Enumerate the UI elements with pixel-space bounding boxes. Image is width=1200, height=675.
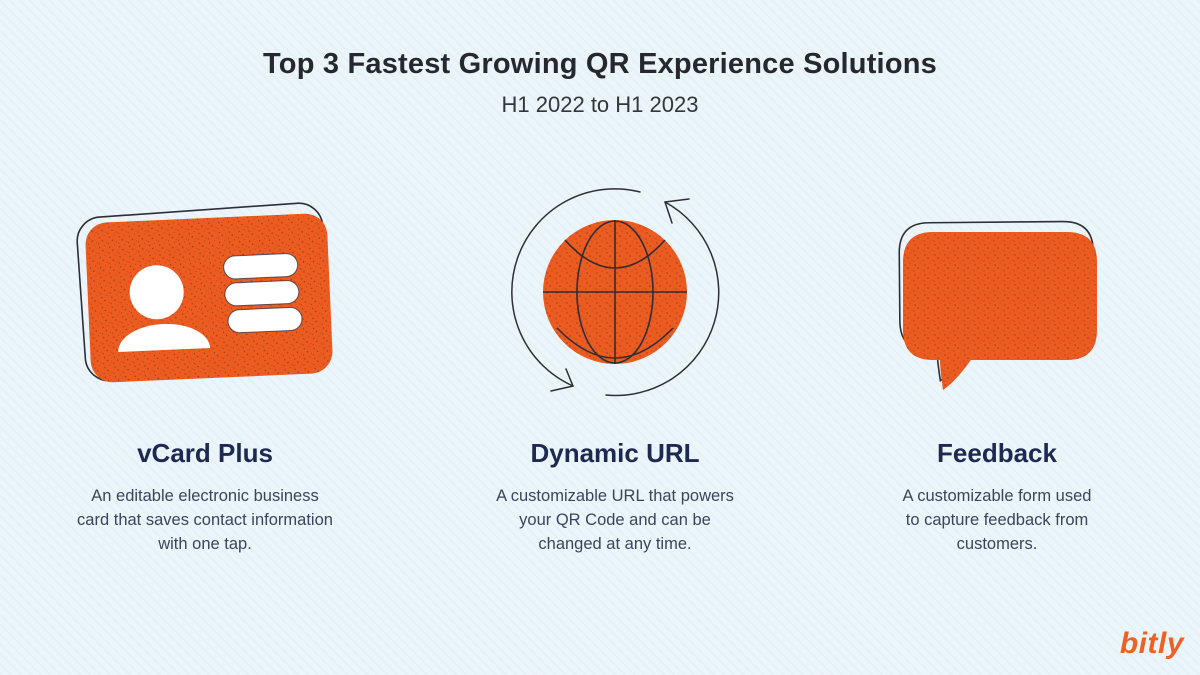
description-line: to capture feedback from [905, 511, 1089, 529]
column-heading: Feedback [937, 438, 1057, 468]
person-head [129, 265, 184, 320]
speech-bubble-icon [898, 220, 1097, 390]
business-card-icon [76, 202, 333, 383]
column-heading: vCard Plus [137, 438, 273, 468]
column-heading: Dynamic URL [530, 438, 700, 468]
page-title: Top 3 Fastest Growing QR Experience Solu… [263, 48, 937, 80]
bubble-front [903, 232, 1097, 390]
person-shoulders [118, 323, 211, 353]
column-description: A customizable URL that powers your QR C… [440, 484, 790, 556]
column-description: A customizable form used to capture feed… [822, 484, 1172, 556]
description-line: changed at any time. [538, 535, 692, 553]
page-subtitle: H1 2022 to H1 2023 [501, 92, 699, 117]
description-line: A customizable URL that powers [496, 487, 734, 505]
globe-rotation-icon [511, 188, 720, 397]
rotation-arrows [511, 188, 720, 397]
description-line: your QR Code and can be [519, 511, 711, 529]
description-line: with one tap. [158, 535, 252, 553]
column-description: An editable electronic business card tha… [30, 484, 380, 556]
description-line: A customizable form used [902, 487, 1092, 505]
description-line: An editable electronic business [91, 487, 319, 505]
globe-gridlines [543, 220, 687, 364]
bitly-logo: bitly [1119, 627, 1184, 660]
card-front [85, 213, 333, 383]
description-line: customers. [956, 535, 1038, 553]
contact-lines [223, 253, 303, 334]
description-line: card that saves contact information [77, 511, 333, 529]
